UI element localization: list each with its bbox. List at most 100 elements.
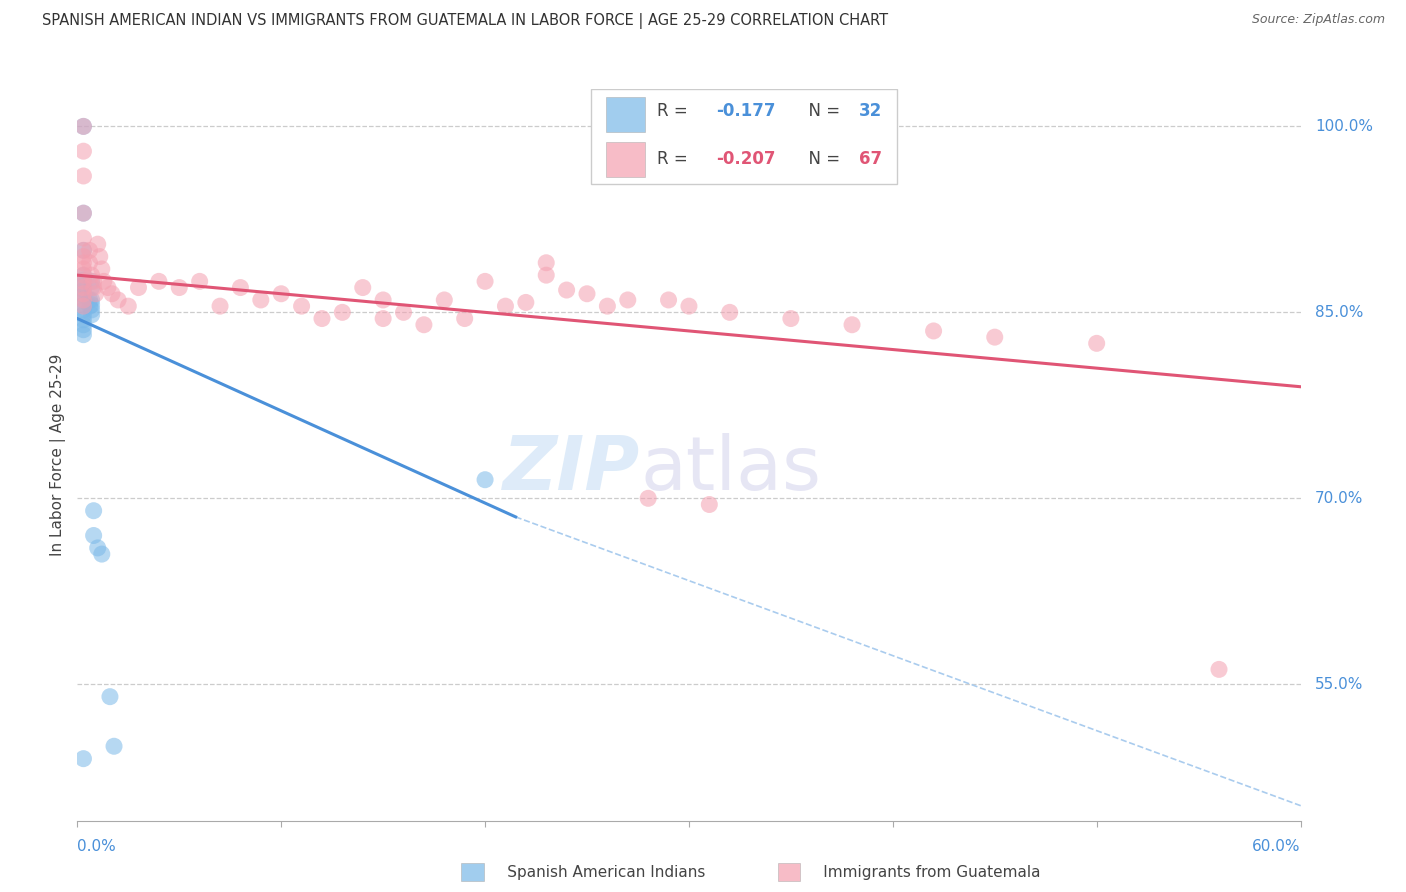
Text: atlas: atlas: [640, 433, 821, 506]
Point: [72, 318, 94, 332]
Point: [637, 491, 659, 506]
Point: [72, 293, 94, 307]
Point: [97, 280, 120, 294]
Text: N =: N =: [797, 150, 845, 168]
Point: [79, 299, 101, 313]
Text: 100.0%: 100.0%: [1315, 119, 1374, 134]
Point: [72, 206, 94, 220]
Point: [72, 273, 94, 287]
Point: [332, 305, 354, 319]
Point: [72, 278, 94, 293]
Point: [79, 293, 101, 307]
Point: [555, 283, 578, 297]
Bar: [606, 142, 645, 177]
Point: [84, 286, 107, 301]
Text: -0.177: -0.177: [716, 102, 775, 120]
Point: [80, 274, 103, 288]
Point: [678, 299, 700, 313]
Y-axis label: In Labor Force | Age 25-29: In Labor Force | Age 25-29: [51, 354, 66, 556]
Point: [87, 237, 110, 252]
Point: [72, 313, 94, 327]
Point: [72, 752, 94, 766]
Point: [188, 274, 211, 288]
Point: [371, 311, 394, 326]
Point: [72, 206, 94, 220]
Point: [72, 169, 94, 183]
Point: [617, 293, 640, 307]
Point: [72, 288, 94, 302]
Point: [250, 293, 273, 307]
Point: [89, 250, 111, 264]
Point: [72, 283, 94, 297]
Text: -0.207: -0.207: [716, 150, 775, 168]
Point: [80, 308, 103, 322]
Point: [79, 256, 101, 270]
Text: 32: 32: [859, 102, 882, 120]
Point: [80, 280, 103, 294]
Point: [72, 244, 94, 258]
Point: [101, 286, 124, 301]
Point: [72, 250, 94, 264]
Point: [658, 293, 681, 307]
Point: [80, 293, 103, 307]
Point: [72, 262, 94, 277]
Point: [72, 327, 94, 342]
Point: [495, 299, 517, 313]
Point: [72, 280, 94, 294]
Point: [72, 302, 94, 317]
Point: [72, 286, 94, 301]
Point: [1085, 336, 1108, 351]
Point: [270, 286, 292, 301]
Bar: [606, 97, 645, 132]
Point: [718, 305, 741, 319]
Point: [80, 302, 103, 317]
Point: [392, 305, 415, 319]
Point: [371, 293, 394, 307]
Point: [83, 280, 105, 294]
Point: [83, 274, 105, 288]
Point: [79, 244, 101, 258]
Point: [229, 280, 252, 294]
Point: [413, 318, 436, 332]
Point: [80, 298, 103, 312]
Point: [83, 528, 105, 542]
Point: [148, 274, 170, 288]
Point: [72, 299, 94, 313]
Point: [1208, 662, 1230, 676]
Point: [117, 299, 139, 313]
Text: SPANISH AMERICAN INDIAN VS IMMIGRANTS FROM GUATEMALA IN LABOR FORCE | AGE 25-29 : SPANISH AMERICAN INDIAN VS IMMIGRANTS FR…: [42, 13, 889, 29]
Point: [72, 120, 94, 134]
Point: [72, 244, 94, 258]
Point: [208, 299, 231, 313]
Text: 67: 67: [859, 150, 882, 168]
Text: 0.0%: 0.0%: [77, 838, 117, 854]
Point: [127, 280, 149, 294]
Point: [984, 330, 1007, 344]
Point: [90, 262, 112, 277]
Point: [534, 268, 557, 282]
Point: [72, 293, 94, 307]
Text: R =: R =: [657, 102, 693, 120]
Text: ZIP: ZIP: [503, 433, 640, 506]
Point: [93, 274, 115, 288]
Point: [72, 308, 94, 322]
Text: 85.0%: 85.0%: [1315, 305, 1364, 320]
Point: [433, 293, 456, 307]
Point: [72, 298, 94, 312]
Point: [72, 231, 94, 245]
Text: N =: N =: [797, 102, 845, 120]
Text: 70.0%: 70.0%: [1315, 491, 1364, 506]
Point: [290, 299, 312, 313]
Bar: [591, 89, 897, 185]
Text: 55.0%: 55.0%: [1315, 677, 1364, 692]
Point: [841, 318, 863, 332]
Text: 60.0%: 60.0%: [1253, 838, 1301, 854]
Point: [922, 324, 945, 338]
Point: [699, 498, 721, 512]
Point: [169, 280, 191, 294]
Point: [90, 547, 112, 561]
Point: [576, 286, 599, 301]
Point: [72, 323, 94, 337]
Point: [107, 293, 129, 307]
Point: [72, 268, 94, 282]
